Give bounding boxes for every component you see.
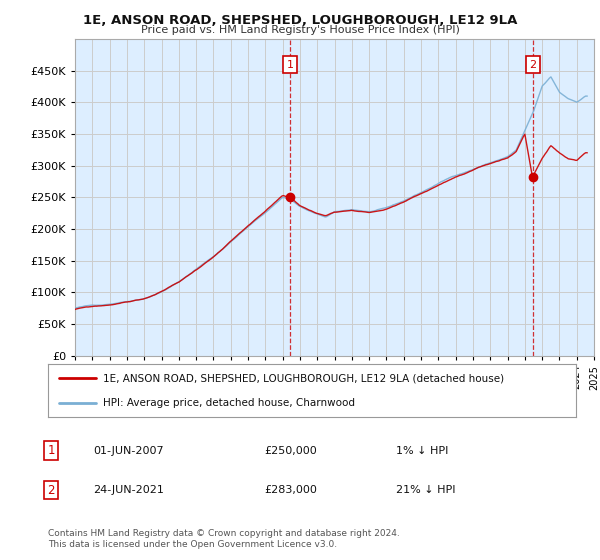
- Text: £250,000: £250,000: [264, 446, 317, 456]
- Text: 2: 2: [530, 59, 536, 69]
- Text: 1: 1: [47, 444, 55, 458]
- Text: HPI: Average price, detached house, Charnwood: HPI: Average price, detached house, Char…: [103, 398, 355, 408]
- Text: 1% ↓ HPI: 1% ↓ HPI: [396, 446, 448, 456]
- Text: 2: 2: [47, 483, 55, 497]
- Text: 21% ↓ HPI: 21% ↓ HPI: [396, 485, 455, 495]
- Text: 01-JUN-2007: 01-JUN-2007: [93, 446, 164, 456]
- Text: Contains HM Land Registry data © Crown copyright and database right 2024.
This d: Contains HM Land Registry data © Crown c…: [48, 529, 400, 549]
- Text: Price paid vs. HM Land Registry's House Price Index (HPI): Price paid vs. HM Land Registry's House …: [140, 25, 460, 35]
- Text: £283,000: £283,000: [264, 485, 317, 495]
- Text: 1E, ANSON ROAD, SHEPSHED, LOUGHBOROUGH, LE12 9LA: 1E, ANSON ROAD, SHEPSHED, LOUGHBOROUGH, …: [83, 14, 517, 27]
- Text: 1E, ANSON ROAD, SHEPSHED, LOUGHBOROUGH, LE12 9LA (detached house): 1E, ANSON ROAD, SHEPSHED, LOUGHBOROUGH, …: [103, 374, 505, 384]
- Text: 1: 1: [286, 59, 293, 69]
- Text: 24-JUN-2021: 24-JUN-2021: [93, 485, 164, 495]
